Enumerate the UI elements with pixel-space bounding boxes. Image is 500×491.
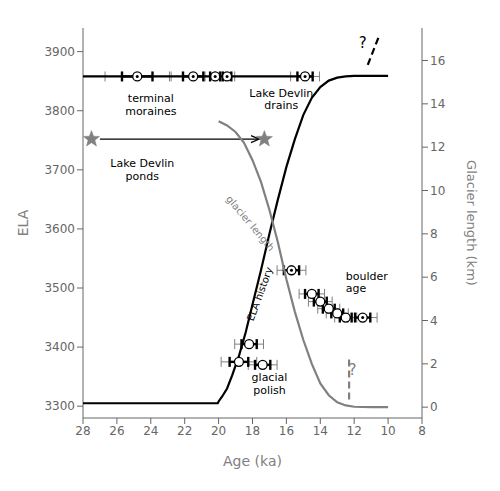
svg-text:3500: 3500 xyxy=(44,281,75,295)
svg-text:4: 4 xyxy=(430,314,438,328)
svg-text:glacialpolish: glacialpolish xyxy=(252,371,288,397)
svg-text:28: 28 xyxy=(75,424,90,438)
svg-text:Glacier length (km): Glacier length (km) xyxy=(464,160,479,286)
svg-text:8: 8 xyxy=(430,227,438,241)
svg-text:boulderage: boulderage xyxy=(346,269,388,295)
svg-text:12: 12 xyxy=(347,424,362,438)
svg-text:10: 10 xyxy=(380,424,395,438)
svg-text:glacier length: glacier length xyxy=(224,193,277,253)
svg-text:14: 14 xyxy=(430,97,445,111)
svg-text:ELA: ELA xyxy=(15,209,31,236)
svg-text:6: 6 xyxy=(430,270,438,284)
svg-text:16: 16 xyxy=(430,54,445,68)
svg-text:26: 26 xyxy=(109,424,124,438)
svg-text:3900: 3900 xyxy=(44,45,75,59)
svg-text:3300: 3300 xyxy=(44,399,75,413)
svg-text:18: 18 xyxy=(245,424,260,438)
svg-text:?: ? xyxy=(349,361,357,379)
svg-text:14: 14 xyxy=(313,424,328,438)
svg-text:?: ? xyxy=(359,34,367,52)
svg-text:Lake Devlinponds: Lake Devlinponds xyxy=(110,157,174,183)
svg-text:24: 24 xyxy=(143,424,158,438)
svg-text:ELA history: ELA history xyxy=(244,265,274,322)
svg-text:0: 0 xyxy=(430,400,438,414)
svg-text:10: 10 xyxy=(430,184,445,198)
svg-text:terminalmoraines: terminalmoraines xyxy=(125,92,177,118)
svg-text:Age (ka): Age (ka) xyxy=(223,453,282,469)
svg-text:3400: 3400 xyxy=(44,340,75,354)
svg-text:8: 8 xyxy=(418,424,426,438)
svg-text:3700: 3700 xyxy=(44,163,75,177)
svg-text:2: 2 xyxy=(430,357,438,371)
svg-text:20: 20 xyxy=(211,424,226,438)
svg-text:12: 12 xyxy=(430,140,445,154)
svg-text:Lake Devlindrains: Lake Devlindrains xyxy=(249,86,313,112)
svg-text:3800: 3800 xyxy=(44,104,75,118)
svg-text:16: 16 xyxy=(279,424,294,438)
svg-text:3600: 3600 xyxy=(44,222,75,236)
svg-text:22: 22 xyxy=(177,424,192,438)
